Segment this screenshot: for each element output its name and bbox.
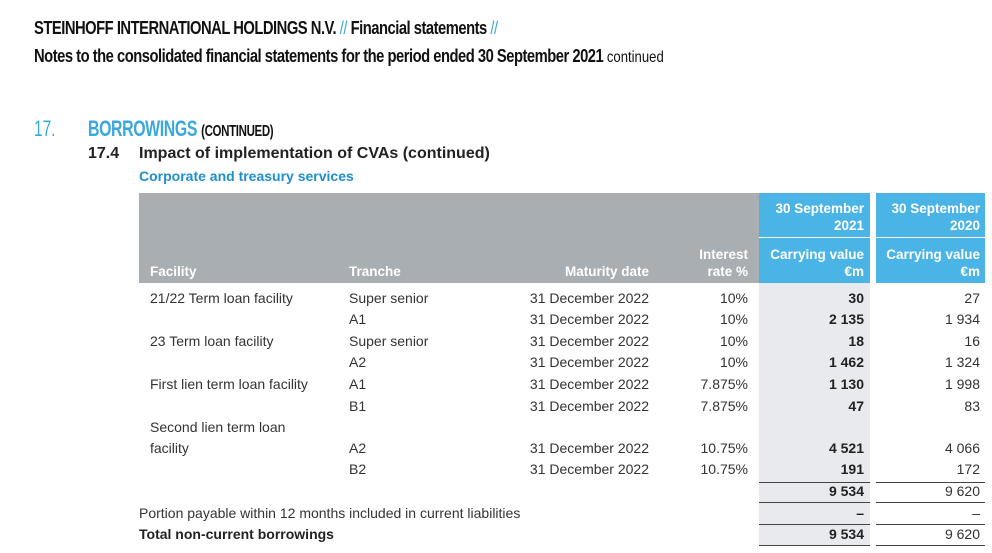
table-cell-maturity: 31 December 2022	[529, 440, 649, 456]
col-header-tranche: Tranche	[349, 264, 401, 279]
current-portion-2020: –	[972, 505, 980, 521]
notes-header: Notes to the consolidated financial stat…	[34, 46, 664, 67]
table-cell-maturity: 31 December 2022	[529, 333, 649, 349]
subtotal-rule-2021	[759, 482, 870, 483]
section-number: 17.	[34, 116, 56, 141]
section-title-suffix: (CONTINUED)	[201, 123, 274, 140]
table-cell-v2021: 2 135	[828, 311, 864, 327]
table-cell-facility: First lien term loan facility	[150, 376, 308, 392]
col-header-2020-line2: 2020	[949, 218, 980, 233]
table-cell-rate: 10%	[719, 333, 748, 349]
table-cell-rate: 10%	[719, 290, 748, 306]
total-underline-2020	[876, 545, 985, 546]
col-header-rate-line1: Interest	[699, 247, 748, 262]
table-cell-v2020: 4 066	[944, 440, 980, 456]
table-cell-tranche: B2	[349, 461, 367, 477]
company-name: STEINHOFF INTERNATIONAL HOLDINGS N.V.	[34, 18, 337, 38]
total-rule-2020	[876, 524, 985, 525]
table-cell-rate: 7.875%	[700, 376, 748, 392]
notes-title: Notes to the consolidated financial stat…	[34, 46, 604, 66]
total-label: Total non-current borrowings	[139, 526, 334, 542]
section-title-text: BORROWINGS	[88, 116, 198, 141]
sub-subsection-title: Corporate and treasury services	[139, 168, 354, 184]
col-header-2021-unit: €m	[844, 264, 864, 279]
table-cell-rate: 7.875%	[700, 398, 748, 414]
continued-label: continued	[606, 49, 664, 66]
table-cell-v2020: 1 934	[944, 311, 980, 327]
col-header-2020-cv: Carrying value	[886, 247, 980, 262]
total-rule-2021	[759, 524, 870, 525]
table-cell-v2021: 30	[848, 290, 864, 306]
table-cell-v2020: 1 998	[944, 376, 980, 392]
table-cell-tranche: A1	[349, 376, 367, 392]
table-cell-facility: Second lien term loan	[150, 419, 286, 435]
table-cell-maturity: 31 December 2022	[529, 398, 649, 414]
col-header-2020-line1: 30 September	[891, 201, 980, 216]
table-cell-v2020: 83	[964, 398, 980, 414]
table-cell-maturity: 31 December 2022	[529, 354, 649, 370]
table-cell-rate: 10.75%	[700, 440, 748, 456]
current-portion-label: Portion payable within 12 months include…	[139, 505, 521, 521]
subtotal-underline-2020	[876, 502, 985, 503]
current-portion-2021: –	[856, 505, 864, 521]
separator-slash-end: //	[490, 18, 498, 38]
table-cell-tranche: A1	[349, 311, 367, 327]
table-cell-v2021: 1 462	[828, 354, 864, 370]
table-cell-v2020: 172	[956, 461, 980, 477]
table-cell-v2021: 1 130	[828, 376, 864, 392]
subtotal-2021: 9 534	[828, 483, 864, 499]
total-2021: 9 534	[828, 526, 864, 542]
col-header-2021-line1: 30 September	[775, 201, 864, 216]
col-header-2021-cv: Carrying value	[770, 247, 864, 262]
total-2020: 9 620	[944, 526, 980, 542]
col-header-rate-line2: rate %	[707, 264, 748, 279]
table-cell-v2021: 18	[848, 333, 864, 349]
document-type: Financial statements	[350, 18, 488, 38]
table-cell-maturity: 31 December 2022	[529, 290, 649, 306]
table-cell-v2021: 191	[840, 461, 864, 477]
header-column-divider	[870, 193, 876, 283]
table-cell-v2020: 16	[964, 333, 980, 349]
table-cell-maturity: 31 December 2022	[529, 461, 649, 477]
table-cell-tranche: A2	[349, 440, 367, 456]
table-cell-v2021: 47	[848, 398, 864, 414]
table-cell-tranche: A2	[349, 354, 367, 370]
table-cell-v2020: 27	[964, 290, 980, 306]
table-cell-tranche: Super senior	[349, 333, 429, 349]
col-header-maturity: Maturity date	[564, 264, 649, 279]
document-header: STEINHOFF INTERNATIONAL HOLDINGS N.V. //…	[34, 18, 498, 39]
total-underline-2021	[759, 545, 870, 546]
table-header-grey	[139, 193, 759, 283]
table-cell-v2020: 1 324	[944, 354, 980, 370]
col-header-facility: Facility	[150, 264, 197, 279]
section-title: BORROWINGS (CONTINUED)	[88, 116, 274, 142]
table-cell-rate: 10.75%	[700, 461, 748, 477]
table-cell-facility: 21/22 Term loan facility	[150, 290, 293, 306]
subtotal-underline-2021	[759, 502, 870, 503]
subtotal-2020: 9 620	[944, 483, 980, 499]
table-cell-rate: 10%	[719, 354, 748, 370]
subsection-number: 17.4	[88, 145, 120, 162]
table-cell-maturity: 31 December 2022	[529, 311, 649, 327]
table-cell-facility: 23 Term loan facility	[150, 333, 274, 349]
table-cell-maturity: 31 December 2022	[529, 376, 649, 392]
subtotal-rule-2020	[876, 482, 985, 483]
table-cell-rate: 10%	[719, 311, 748, 327]
table-cell-tranche: B1	[349, 398, 367, 414]
separator-slash: //	[339, 18, 348, 38]
col-header-2021-line2: 2021	[833, 218, 864, 233]
table-cell-tranche: Super senior	[349, 290, 429, 306]
table-cell-v2021: 4 521	[828, 440, 864, 456]
col-header-2020-unit: €m	[960, 264, 980, 279]
table-cell-facility: facility	[150, 440, 189, 456]
current-year-column-band	[759, 283, 870, 545]
subsection-title: Impact of implementation of CVAs (contin…	[139, 145, 490, 162]
